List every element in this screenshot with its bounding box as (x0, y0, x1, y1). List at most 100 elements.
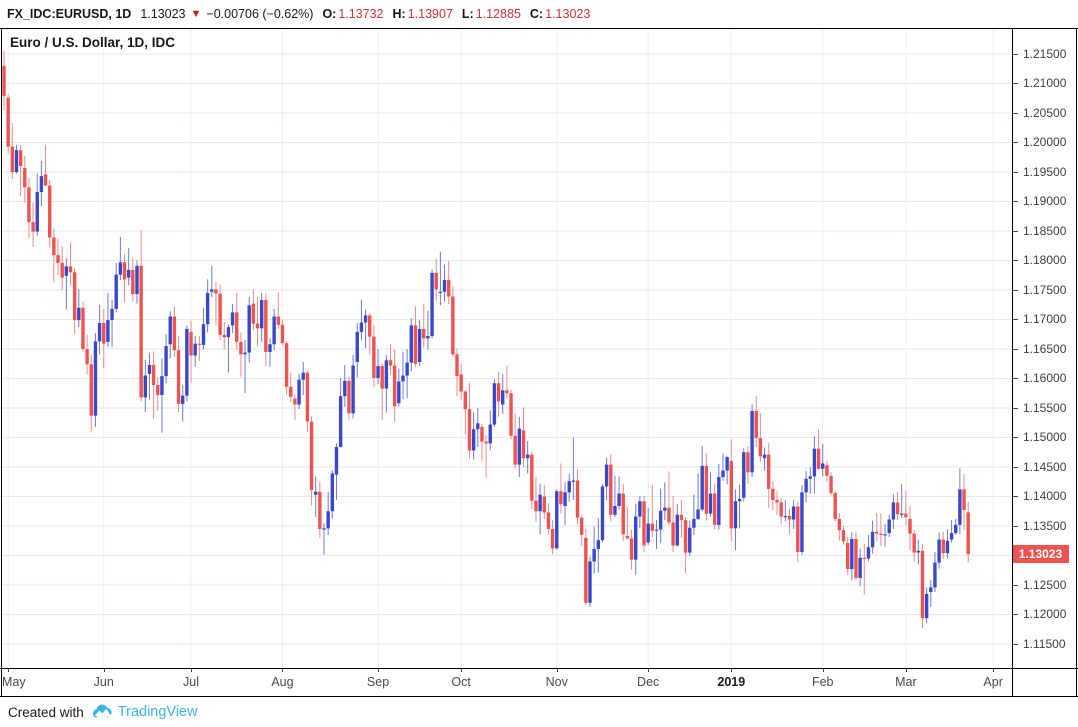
candle-body (201, 324, 206, 345)
candle-body (550, 528, 555, 549)
candle-body (596, 540, 601, 550)
candle-body (538, 494, 542, 512)
candle-body (218, 293, 222, 335)
price-axis-label: 1.14500 (1023, 459, 1067, 474)
candle-body (904, 513, 908, 518)
price-axis-tick (1013, 289, 1018, 291)
candle-body (521, 430, 526, 459)
candle-body (870, 531, 875, 548)
candle-body (663, 507, 667, 511)
candle-body (27, 187, 31, 223)
candle-body (131, 269, 135, 295)
candle-body (114, 274, 118, 309)
candle-body (355, 331, 359, 362)
candle-body (534, 500, 538, 512)
candle-body (750, 410, 754, 473)
price-axis-tick (1013, 348, 1018, 350)
candle-body (600, 486, 605, 541)
candle-body (949, 533, 954, 540)
candle-body (272, 316, 276, 345)
candle-body (754, 410, 758, 439)
time-axis[interactable]: May Jun Jul Aug Sep Oct Nov Dec 2019 Feb Mar Apr (0, 668, 1012, 697)
time-axis-tick (8, 668, 10, 672)
candle-body (438, 291, 443, 293)
candle-body (484, 441, 488, 444)
candle-body (459, 374, 463, 392)
candle-body (255, 323, 260, 329)
candle-body (800, 492, 804, 552)
candle-body (426, 336, 430, 339)
candle-body (883, 534, 887, 536)
candle-body (18, 150, 23, 167)
candle-body (746, 452, 750, 473)
candle-body (530, 454, 534, 501)
candle-body (671, 522, 675, 546)
price-axis-label: 1.17000 (1023, 312, 1067, 326)
candle-body (941, 539, 945, 554)
candle-body (314, 491, 318, 495)
candle-body (2, 65, 6, 96)
candle-body (737, 498, 742, 502)
symbol-label[interactable]: FX_IDC:EURUSD, 1D (7, 7, 132, 21)
candle-body (197, 343, 202, 345)
candle-body (480, 426, 484, 442)
candle-body (891, 502, 896, 520)
candle-body (64, 266, 69, 276)
time-axis-label: Sep (366, 675, 390, 689)
price-axis-tick (1013, 112, 1018, 114)
candle-body (555, 491, 559, 549)
time-axis-top-line (0, 668, 1078, 669)
candle-body (575, 480, 580, 518)
time-axis-tick (731, 668, 733, 672)
price-axis-tick (1013, 142, 1018, 143)
price-axis-tick (1013, 201, 1018, 202)
candle-body (380, 366, 384, 389)
candle-body (147, 364, 152, 374)
candle-body (621, 493, 625, 535)
candle-body (509, 393, 513, 436)
price-axis-tick (1013, 407, 1018, 409)
candle-body (409, 325, 413, 363)
candle-body (48, 185, 52, 238)
candle-body (284, 343, 289, 387)
candle-body (767, 454, 771, 489)
candle-body (692, 518, 696, 528)
candle-body (787, 515, 792, 520)
candle-body (791, 506, 796, 520)
candle-body (151, 364, 156, 385)
axis-separator-line (1012, 28, 1013, 697)
price-axis-label: 1.12500 (1023, 577, 1067, 592)
candle-body (222, 334, 226, 338)
last-price-value: 1.13023 (140, 7, 186, 21)
candle-body (417, 328, 422, 362)
candle-body (571, 480, 576, 482)
time-axis-tick (191, 668, 193, 672)
candle-body (779, 502, 783, 517)
candle-body (899, 513, 904, 515)
chart-area: Euro / U.S. Dollar, 1D, IDC 1.13023 1.21… (0, 28, 1078, 697)
price-axis-label: 1.20500 (1023, 105, 1067, 120)
chart-legend[interactable]: FX_IDC:EURUSD, 1D 1.13023 ▼ −0.00706 (−0… (0, 0, 1078, 28)
candle-body (604, 464, 609, 487)
price-axis-label: 1.14000 (1023, 489, 1067, 503)
candle-body (243, 352, 247, 355)
low-label: L: (461, 7, 474, 21)
candle-body (89, 364, 93, 416)
candle-body (110, 308, 114, 321)
tradingview-link[interactable]: TradingView (117, 704, 198, 720)
candle-body (559, 491, 563, 505)
change-value: −0.00706 (−0.62%) (206, 7, 314, 21)
time-axis-label: Oct (451, 675, 471, 689)
candle-body (422, 328, 426, 339)
candle-body (579, 517, 584, 535)
price-axis-label: 1.16500 (1023, 341, 1067, 356)
candle-body (729, 461, 733, 529)
candle-body (247, 305, 251, 353)
candle-body (704, 465, 709, 514)
candle-body (862, 557, 866, 560)
tradingview-logo-icon[interactable] (91, 704, 115, 720)
frame-left-line (1, 28, 2, 697)
price-chart[interactable] (0, 28, 1012, 668)
price-axis[interactable]: 1.13023 1.21500 1.21000 1.20500 1.20000 1.19… (1012, 28, 1078, 668)
candle-body (650, 523, 655, 531)
